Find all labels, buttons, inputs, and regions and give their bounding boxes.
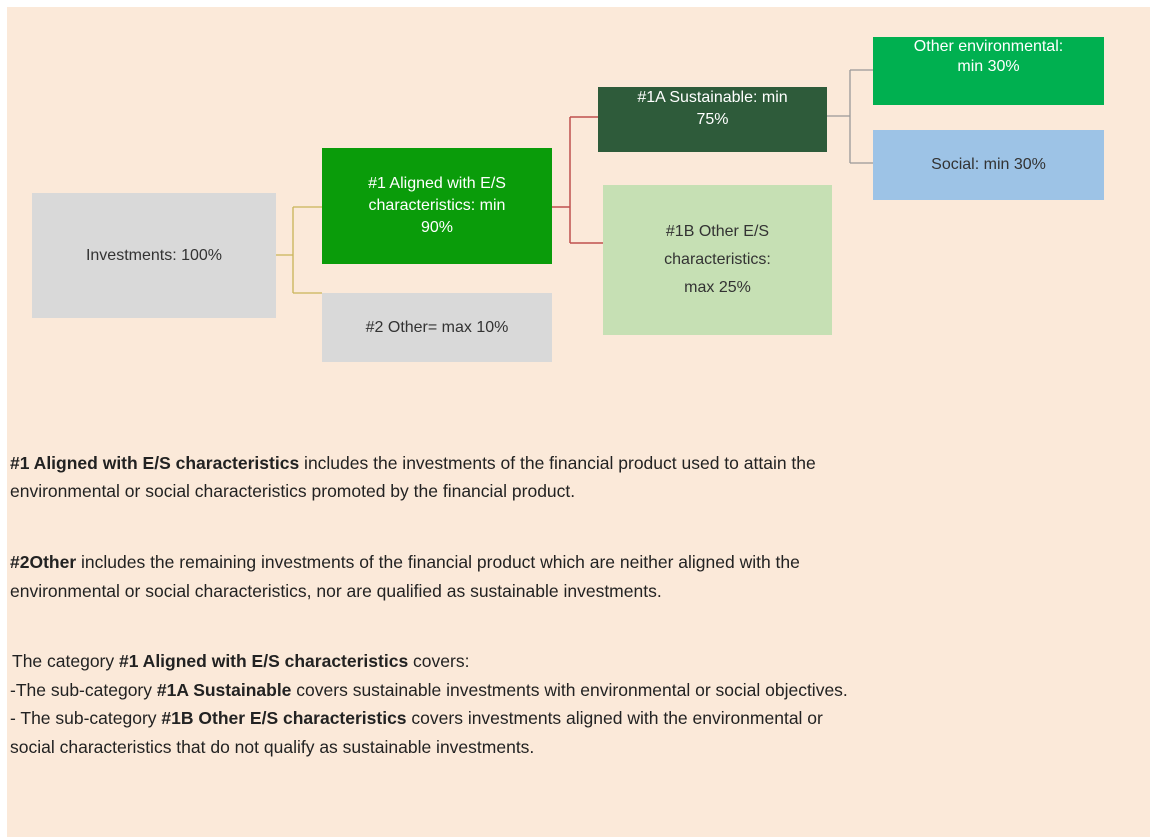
- text-line: social characteristics that do not quali…: [10, 737, 534, 758]
- node-label: #1A Sustainable: min: [637, 89, 788, 106]
- node-box: #1A Sustainable: min 75%: [598, 87, 827, 152]
- node-label: characteristics:: [664, 251, 771, 268]
- bold-text: #2Other: [10, 552, 77, 572]
- text-run: environmental or social characteristics …: [10, 481, 576, 501]
- node-label: characteristics: min: [368, 197, 506, 214]
- bold-text: #1B Other E/S characteristics: [161, 708, 407, 728]
- connector: [276, 206, 322, 294]
- text-run: - The sub-category: [10, 708, 162, 728]
- connector: [827, 69, 873, 164]
- node-label: #1 Aligned with E/S: [368, 175, 506, 192]
- connector: [552, 116, 603, 244]
- text-line: environmental or social characteristics …: [10, 481, 575, 502]
- text-line: #1 Aligned with E/S characteristics incl…: [10, 453, 816, 474]
- text-line: #2Other includes the remaining investmen…: [10, 552, 800, 573]
- text-line: environmental or social characteristics,…: [10, 581, 662, 602]
- text-run: includes the remaining investments of th…: [76, 552, 800, 572]
- text-run: covers:: [408, 651, 470, 671]
- node-box: #1 Aligned with E/S characteristics: min 9…: [322, 148, 552, 264]
- node-label: 90%: [420, 219, 454, 236]
- node-box: Social: min 30%: [873, 130, 1104, 200]
- node-label: Investments: 100%: [85, 246, 223, 264]
- diagram-page: Investments: 100% #1 Aligned with E/S char…: [7, 7, 1150, 837]
- node-label: #2 Other= max 10%: [365, 318, 509, 336]
- node-label: #1B Other E/S: [665, 223, 770, 240]
- text-run: social characteristics that do not quali…: [10, 737, 535, 757]
- text-run: includes the investments of the financia…: [299, 453, 816, 473]
- bold-text: #1 Aligned with E/S characteristics: [10, 453, 300, 473]
- text-run: covers sustainable investments with envi…: [291, 680, 848, 700]
- node-label: Other environmental:: [913, 38, 1064, 55]
- connectors: [276, 69, 873, 294]
- node-box: #2 Other= max 10%: [322, 293, 552, 362]
- text-run: The category: [12, 651, 119, 671]
- bold-text: #1A Sustainable: [156, 680, 292, 700]
- node-label: Social: min 30%: [931, 156, 1046, 173]
- node-label: 75%: [696, 111, 729, 128]
- text-line: -The sub-category #1A Sustainable covers…: [10, 680, 848, 701]
- text-run: covers investments aligned with the envi…: [406, 708, 823, 728]
- node-label: max 25%: [684, 279, 751, 296]
- bold-text: #1 Aligned with E/S characteristics: [119, 651, 409, 671]
- node-box: #1B Other E/S characteristics: max 25%: [603, 185, 832, 335]
- text-line: The category #1 Aligned with E/S charact…: [12, 651, 469, 672]
- node-label: min 30%: [957, 58, 1020, 75]
- text-run: -The sub-category: [10, 680, 157, 700]
- node-box: Investments: 100%: [32, 193, 276, 318]
- node-box: Other environmental: min 30%: [873, 37, 1104, 105]
- text-run: environmental or social characteristics,…: [10, 581, 662, 601]
- text-line: - The sub-category #1B Other E/S charact…: [10, 708, 823, 729]
